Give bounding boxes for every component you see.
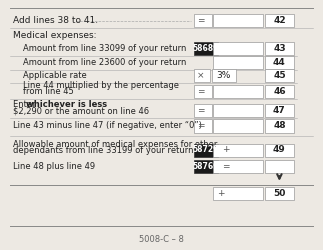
Text: Allowable amount of medical expenses for other: Allowable amount of medical expenses for… [13, 140, 217, 149]
Bar [213, 160, 263, 173]
Bar [213, 56, 263, 69]
Text: 50: 50 [273, 189, 286, 198]
Text: 58769: 58769 [193, 162, 219, 171]
Text: 49: 49 [273, 146, 286, 154]
Text: Enter: Enter [13, 100, 38, 110]
Bar [265, 85, 294, 98]
Text: 47: 47 [273, 106, 286, 115]
Text: Amount from line 23600 of your return: Amount from line 23600 of your return [23, 58, 186, 67]
Bar [213, 104, 263, 117]
Bar [213, 85, 263, 98]
Text: =: = [197, 106, 204, 115]
Text: =: = [197, 122, 204, 130]
Text: +: + [217, 189, 224, 198]
Text: 58689: 58689 [193, 44, 219, 53]
Bar [194, 42, 218, 55]
Bar [265, 104, 294, 117]
Bar [194, 160, 218, 173]
Bar [265, 56, 294, 69]
Bar [265, 187, 294, 200]
Bar [194, 69, 210, 82]
Text: 44: 44 [273, 58, 286, 67]
Text: 5008-C – 8: 5008-C – 8 [139, 236, 184, 244]
Text: $2,290 or the amount on line 46: $2,290 or the amount on line 46 [13, 106, 149, 116]
Text: 48: 48 [273, 122, 286, 130]
Bar [194, 104, 212, 117]
Text: dependants from line 33199 of your return: dependants from line 33199 of your retur… [13, 146, 193, 155]
Text: Medical expenses:: Medical expenses: [13, 31, 97, 40]
Text: =: = [222, 162, 229, 171]
Bar [265, 120, 294, 132]
Bar [213, 187, 263, 200]
Bar [194, 85, 212, 98]
Bar [265, 42, 294, 55]
Bar [194, 14, 212, 27]
Bar [212, 69, 236, 82]
Text: ×: × [197, 71, 204, 80]
Bar [265, 144, 294, 156]
Text: 43: 43 [273, 44, 286, 53]
Text: whichever is less: whichever is less [26, 100, 108, 110]
Text: from line 45: from line 45 [23, 87, 73, 96]
Text: 46: 46 [273, 87, 286, 96]
Bar [213, 42, 263, 55]
Bar [265, 14, 294, 27]
Bar [213, 120, 263, 132]
Text: Line 44 multiplied by the percentage: Line 44 multiplied by the percentage [23, 81, 179, 90]
Text: 58729: 58729 [193, 146, 219, 154]
Text: 42: 42 [273, 16, 286, 25]
Text: =: = [197, 87, 204, 96]
Text: Line 43 minus line 47 (if negative, enter “0”): Line 43 minus line 47 (if negative, ente… [13, 122, 202, 130]
Bar [213, 144, 263, 156]
Bar [265, 69, 294, 82]
Text: Line 48 plus line 49: Line 48 plus line 49 [13, 162, 95, 171]
Text: +: + [222, 146, 229, 154]
Bar [194, 120, 212, 132]
Text: Add lines 38 to 41.: Add lines 38 to 41. [13, 16, 98, 25]
Bar [213, 14, 263, 27]
Text: 45: 45 [273, 71, 286, 80]
Bar [194, 144, 218, 156]
Text: 3%: 3% [216, 71, 231, 80]
Text: =: = [197, 16, 204, 25]
Text: Amount from line 33099 of your return: Amount from line 33099 of your return [23, 44, 186, 53]
Text: Applicable rate: Applicable rate [23, 71, 86, 80]
Bar [265, 160, 294, 173]
